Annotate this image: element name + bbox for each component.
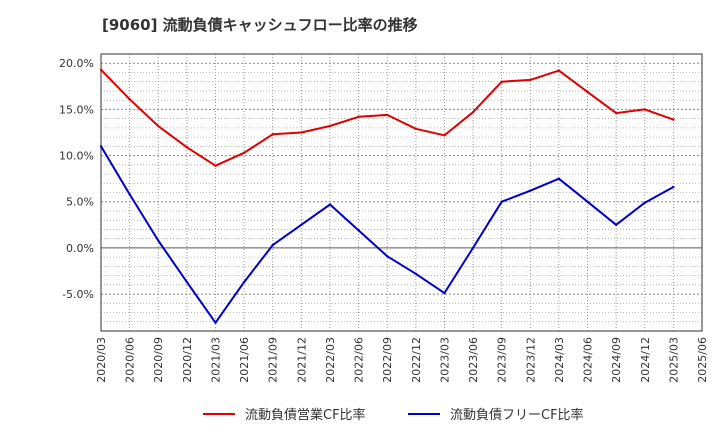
data-point-series-2 (271, 243, 274, 247)
data-point-series-2 (128, 193, 131, 196)
data-point-series-1 (99, 68, 103, 71)
data-point-series-1 (157, 124, 160, 128)
data-point-series-2 (471, 246, 475, 250)
data-point-series-1 (443, 134, 446, 137)
data-point-series-1 (471, 110, 475, 114)
x-tick-label: 2020/06 (124, 337, 137, 383)
data-point-series-1 (414, 127, 418, 130)
y-tick-label: -5.0% (62, 288, 94, 301)
data-point-series-2 (414, 272, 418, 275)
chart-title: [9060] 流動負債キャッシュフロー比率の推移 (102, 16, 418, 34)
data-point-series-1 (128, 98, 131, 101)
x-tick-label: 2023/09 (496, 337, 509, 383)
data-point-series-2 (385, 255, 389, 258)
data-point-series-2 (214, 321, 217, 324)
data-point-series-2 (357, 229, 360, 232)
data-point-series-2 (643, 201, 646, 204)
x-tick-label: 2021/09 (267, 337, 280, 383)
x-tick-label: 2020/12 (181, 337, 194, 383)
x-tick-label: 2024/12 (639, 337, 652, 383)
data-point-series-2 (443, 291, 446, 295)
x-tick-label: 2021/03 (209, 337, 222, 383)
x-tick-label: 2025/03 (667, 337, 680, 383)
x-tick-label: 2022/06 (353, 337, 366, 383)
legend-label-2: 流動負債フリーCF比率 (450, 407, 584, 423)
data-point-series-1 (557, 69, 561, 72)
data-point-series-1 (586, 90, 589, 94)
data-point-series-1 (300, 131, 303, 134)
data-point-series-1 (271, 133, 274, 136)
x-tick-label: 2020/09 (152, 337, 165, 383)
data-point-series-2 (242, 280, 246, 284)
x-tick-label: 2023/06 (467, 337, 480, 383)
data-point-series-2 (672, 185, 675, 189)
y-tick-label: 5.0% (66, 196, 94, 209)
data-point-series-1 (385, 113, 389, 117)
x-tick-label: 2021/06 (238, 337, 251, 383)
data-point-series-1 (328, 124, 332, 128)
data-point-series-1 (529, 78, 532, 82)
data-point-series-1 (357, 115, 360, 118)
y-tick-label: 15.0% (59, 103, 94, 116)
data-point-series-1 (185, 146, 189, 149)
data-point-series-2 (557, 177, 561, 180)
data-point-series-1 (242, 151, 246, 154)
y-tick-label: 0.0% (66, 242, 94, 255)
y-tick-label: 10.0% (59, 150, 94, 163)
data-point-series-2 (99, 145, 103, 148)
data-point-series-1 (643, 108, 646, 111)
x-tick-label: 2024/06 (582, 337, 595, 383)
data-point-series-2 (529, 189, 532, 192)
x-tick-label: 2022/09 (381, 337, 394, 383)
data-point-series-2 (614, 223, 618, 227)
x-tick-label: 2022/03 (324, 337, 337, 383)
x-tick-label: 2023/12 (524, 337, 537, 383)
data-point-series-2 (328, 203, 332, 206)
x-tick-label: 2025/06 (696, 337, 709, 383)
data-point-series-1 (500, 80, 503, 83)
x-tick-label: 2021/12 (295, 337, 308, 383)
data-point-series-2 (500, 200, 503, 203)
data-point-series-2 (586, 200, 589, 203)
data-point-series-1 (672, 118, 675, 121)
data-point-series-2 (157, 239, 160, 242)
x-tick-label: 2020/03 (95, 337, 108, 383)
x-tick-label: 2024/03 (553, 337, 566, 383)
data-point-series-1 (614, 111, 618, 115)
x-tick-label: 2023/03 (438, 337, 451, 383)
plot-frame (100, 53, 703, 332)
legend-label-1: 流動負債営業CF比率 (245, 407, 366, 423)
data-point-series-1 (214, 164, 217, 167)
data-point-series-2 (300, 223, 303, 227)
x-tick-label: 2024/09 (610, 337, 623, 383)
y-tick-label: 20.0% (59, 57, 94, 70)
data-point-series-2 (185, 280, 189, 284)
x-tick-label: 2022/12 (410, 337, 423, 383)
